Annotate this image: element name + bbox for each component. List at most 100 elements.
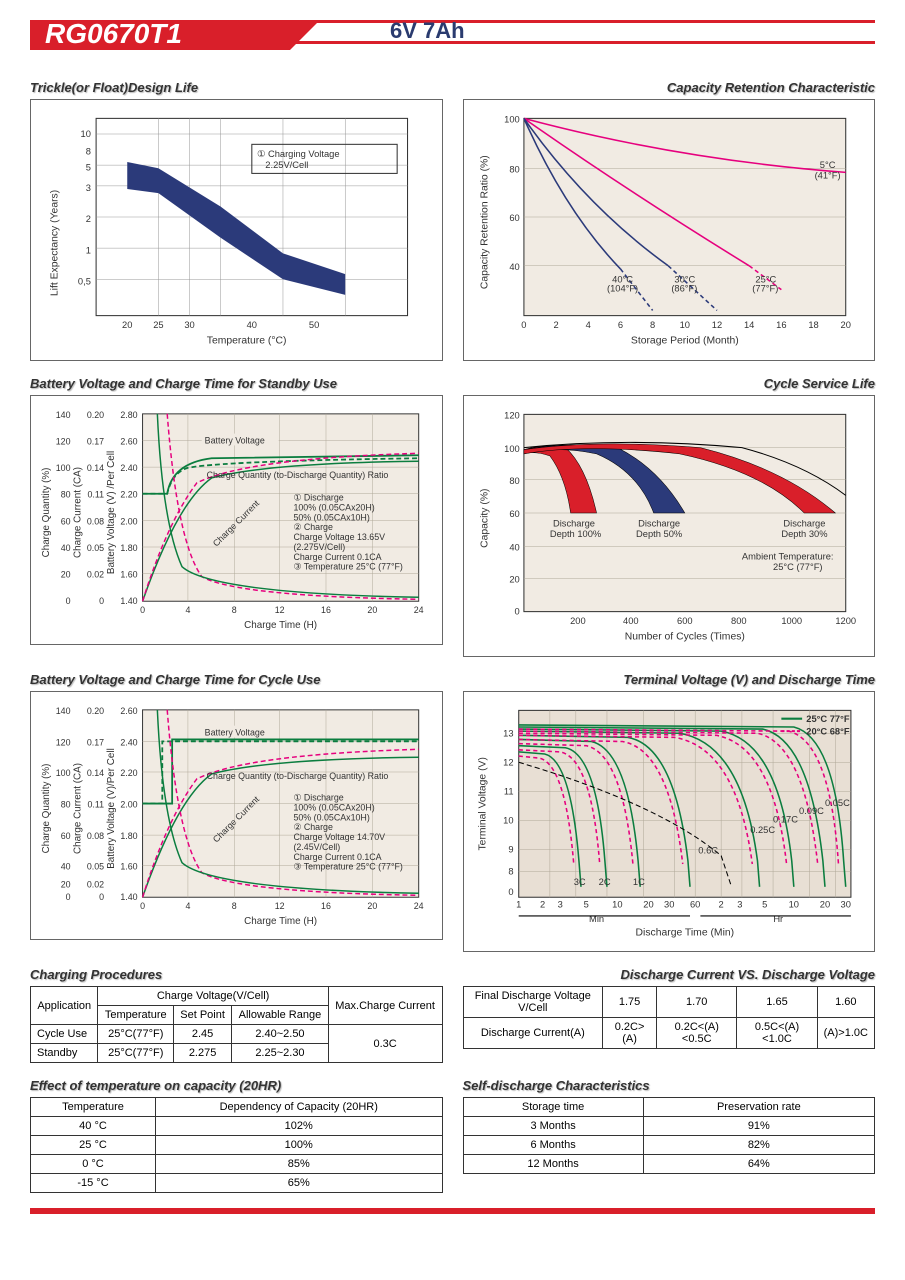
svg-text:Depth 30%: Depth 30% <box>781 529 827 539</box>
svg-text:Charge Voltage 13.65V: Charge Voltage 13.65V <box>293 532 385 542</box>
svg-text:80: 80 <box>61 799 71 809</box>
selfdis-table-title: Self-discharge Characteristics <box>463 1078 876 1093</box>
svg-text:60: 60 <box>61 516 71 526</box>
svg-text:24: 24 <box>414 605 424 615</box>
terminal-chart: 3C2C 1C0.6C 0.25C0.17C 0.09C0.05C 25°C 7… <box>463 691 876 953</box>
svg-text:1: 1 <box>516 899 521 909</box>
svg-text:0: 0 <box>99 892 104 902</box>
svg-text:80: 80 <box>509 164 519 174</box>
svg-text:Battery Voltage (V) /Per Cell: Battery Voltage (V) /Per Cell <box>106 451 117 574</box>
svg-text:Capacity (%): Capacity (%) <box>479 488 490 547</box>
svg-text:2: 2 <box>718 899 723 909</box>
cycle-life-chart: DischargeDepth 100% DischargeDepth 50% D… <box>463 395 876 657</box>
svg-text:60: 60 <box>509 213 519 223</box>
svg-text:1200: 1200 <box>835 616 856 626</box>
svg-text:2.20: 2.20 <box>120 489 137 499</box>
svg-text:60: 60 <box>509 509 519 519</box>
chart-title-cycle-life: Cycle Service Life <box>463 376 876 391</box>
svg-text:14: 14 <box>743 320 753 330</box>
svg-text:20°C 68°F: 20°C 68°F <box>806 726 850 736</box>
svg-text:① Discharge: ① Discharge <box>293 492 343 502</box>
svg-text:10: 10 <box>503 815 513 825</box>
svg-text:3: 3 <box>557 899 562 909</box>
svg-text:50: 50 <box>309 320 319 330</box>
svg-text:Ambient Temperature:: Ambient Temperature: <box>741 551 833 561</box>
svg-text:20: 20 <box>61 879 71 889</box>
svg-text:Charge Quantity (to-Discharge: Charge Quantity (to-Discharge Quantity) … <box>207 770 389 780</box>
svg-text:8: 8 <box>232 901 237 911</box>
svg-text:0.20: 0.20 <box>87 410 104 420</box>
svg-text:Storage Period (Month): Storage Period (Month) <box>630 336 738 347</box>
svg-text:12: 12 <box>275 605 285 615</box>
selfdis-table: Storage timePreservation rate 3 Months91… <box>463 1097 876 1174</box>
svg-text:0: 0 <box>99 596 104 606</box>
svg-text:0.08: 0.08 <box>87 516 104 526</box>
svg-text:0.09C: 0.09C <box>799 806 824 816</box>
svg-text:20: 20 <box>819 899 829 909</box>
model-number: RG0670T1 <box>45 18 182 50</box>
svg-text:6: 6 <box>617 320 622 330</box>
svg-text:40: 40 <box>61 861 71 871</box>
svg-text:Depth 50%: Depth 50% <box>636 529 682 539</box>
svg-text:12: 12 <box>503 757 513 767</box>
svg-text:140: 140 <box>56 410 71 420</box>
svg-text:2: 2 <box>539 899 544 909</box>
svg-text:Charge Current (CA): Charge Current (CA) <box>72 763 83 854</box>
chart-title-cycle-use: Battery Voltage and Charge Time for Cycl… <box>30 672 443 687</box>
svg-text:25°C (77°F): 25°C (77°F) <box>773 562 822 572</box>
svg-text:4: 4 <box>185 605 190 615</box>
svg-text:0.17: 0.17 <box>87 737 104 747</box>
svg-text:20: 20 <box>122 320 132 330</box>
svg-text:0.08: 0.08 <box>87 831 104 841</box>
temp-table-title: Effect of temperature on capacity (20HR) <box>30 1078 443 1093</box>
temp-table: TemperatureDependency of Capacity (20HR)… <box>30 1097 443 1193</box>
svg-text:80: 80 <box>61 489 71 499</box>
svg-text:8: 8 <box>508 866 513 876</box>
svg-text:Charge Current (CA): Charge Current (CA) <box>72 467 83 558</box>
svg-text:100% (0.05CAx20H): 100% (0.05CAx20H) <box>293 502 374 512</box>
trickle-chart: ① Charging Voltage 2.25V/Cell 1085 321 0… <box>30 99 443 361</box>
svg-text:10: 10 <box>81 129 91 139</box>
svg-text:4: 4 <box>585 320 590 330</box>
dischv-table: Final Discharge Voltage V/Cell1.75 1.701… <box>463 986 876 1049</box>
svg-text:0.17: 0.17 <box>87 436 104 446</box>
svg-text:0.05: 0.05 <box>87 543 104 553</box>
svg-text:Battery Voltage: Battery Voltage <box>205 435 265 445</box>
svg-text:2.60: 2.60 <box>120 705 137 715</box>
svg-text:200: 200 <box>570 616 586 626</box>
svg-text:25°C 77°F: 25°C 77°F <box>806 713 850 723</box>
svg-text:16: 16 <box>321 605 331 615</box>
svg-text:2.00: 2.00 <box>120 516 137 526</box>
svg-text:0.14: 0.14 <box>87 463 104 473</box>
svg-text:2.40: 2.40 <box>120 737 137 747</box>
svg-text:0.05C: 0.05C <box>824 797 849 807</box>
svg-text:12: 12 <box>711 320 721 330</box>
chart-title-retention: Capacity Retention Characteristic <box>463 80 876 95</box>
svg-text:0: 0 <box>521 320 526 330</box>
svg-text:② Charge: ② Charge <box>293 822 333 832</box>
svg-text:2.60: 2.60 <box>120 436 137 446</box>
svg-text:11: 11 <box>503 786 513 796</box>
svg-text:Number of Cycles (Times): Number of Cycles (Times) <box>624 631 744 642</box>
svg-text:1000: 1000 <box>781 616 802 626</box>
svg-text:Charge Quantity (%): Charge Quantity (%) <box>41 763 52 853</box>
svg-text:0.11: 0.11 <box>88 799 105 809</box>
svg-text:5: 5 <box>86 162 91 172</box>
cycle-use-chart: Battery Voltage Charge Quantity (to-Disc… <box>30 691 443 941</box>
svg-text:100: 100 <box>56 767 71 777</box>
svg-text:③ Temperature 25°C (77°F): ③ Temperature 25°C (77°F) <box>293 861 402 871</box>
svg-text:Charge Current 0.1CA: Charge Current 0.1CA <box>293 552 381 562</box>
svg-text:Capacity Retention Ratio (%): Capacity Retention Ratio (%) <box>479 155 490 289</box>
svg-text:16: 16 <box>776 320 786 330</box>
svg-text:③ Temperature 25°C (77°F): ③ Temperature 25°C (77°F) <box>293 561 402 571</box>
svg-text:3C: 3C <box>573 876 585 886</box>
svg-text:Charge Quantity (to-Discharge: Charge Quantity (to-Discharge Quantity) … <box>207 470 389 480</box>
svg-text:1.60: 1.60 <box>120 569 137 579</box>
svg-text:1.80: 1.80 <box>120 831 137 841</box>
svg-text:2: 2 <box>86 214 91 224</box>
svg-text:8: 8 <box>650 320 655 330</box>
svg-text:(2.45V/Cell): (2.45V/Cell) <box>293 841 340 851</box>
svg-text:(2.275V/Cell): (2.275V/Cell) <box>293 542 345 552</box>
svg-text:1: 1 <box>86 245 91 255</box>
svg-text:Charge Quantity (%): Charge Quantity (%) <box>41 467 52 557</box>
